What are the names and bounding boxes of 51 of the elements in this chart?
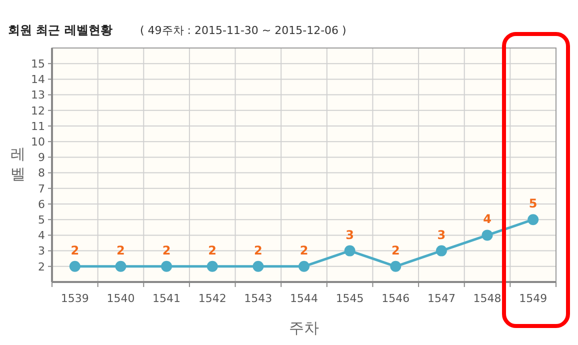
data-label: 2 bbox=[391, 243, 400, 258]
y-tick-label: 8 bbox=[38, 166, 45, 180]
y-tick-label: 14 bbox=[31, 73, 45, 86]
y-tick-label: 10 bbox=[31, 135, 45, 148]
y-tick-label: 3 bbox=[38, 244, 45, 258]
y-tick-label: 5 bbox=[38, 213, 45, 226]
x-tick-label: 1547 bbox=[427, 292, 456, 305]
y-tick-label: 11 bbox=[31, 120, 45, 133]
data-label: 2 bbox=[300, 243, 308, 258]
data-label: 3 bbox=[346, 228, 354, 242]
data-label: 3 bbox=[437, 228, 446, 242]
chart-subtitle: ( 49주차 : 2015-11-30 ~ 2015-12-06 ) bbox=[140, 24, 346, 37]
x-tick-label: 1539 bbox=[60, 292, 89, 305]
point bbox=[161, 260, 172, 272]
point bbox=[528, 214, 539, 226]
y-tick-label: 12 bbox=[31, 104, 45, 118]
x-tick-label: 1545 bbox=[336, 292, 364, 305]
x-tick-label: 1544 bbox=[290, 292, 318, 305]
data-label: 2 bbox=[116, 243, 125, 258]
data-label: 5 bbox=[528, 196, 538, 211]
y-tick-label: 9 bbox=[38, 151, 45, 164]
x-tick-label: 1548 bbox=[473, 292, 502, 305]
point bbox=[344, 245, 356, 256]
data-label: 2 bbox=[254, 243, 262, 258]
point bbox=[69, 260, 80, 272]
x-axis-title: 주차 bbox=[289, 319, 319, 337]
x-tick-label: 1546 bbox=[382, 292, 410, 305]
x-tick-label: 1543 bbox=[244, 292, 272, 305]
point bbox=[436, 245, 447, 256]
y-tick-label: 2 bbox=[38, 260, 45, 274]
chart-title: 회원 최근 레벨현황 bbox=[8, 23, 112, 37]
point bbox=[115, 260, 126, 272]
y-tick-label: 15 bbox=[31, 57, 45, 70]
point bbox=[206, 260, 218, 272]
x-tick-label: 1542 bbox=[198, 292, 226, 305]
data-label: 4 bbox=[483, 212, 492, 226]
y-tick-label: 7 bbox=[38, 182, 45, 196]
x-tick-label: 1549 bbox=[519, 292, 548, 305]
y-tick-label: 6 bbox=[38, 198, 45, 211]
point bbox=[298, 260, 310, 272]
data-label: 2 bbox=[162, 243, 171, 258]
point bbox=[390, 260, 402, 272]
point bbox=[482, 230, 493, 241]
x-tick-label: 1541 bbox=[152, 292, 181, 305]
data-label: 2 bbox=[208, 243, 217, 258]
x-tick-label: 1540 bbox=[106, 292, 135, 305]
data-label: 2 bbox=[70, 243, 80, 258]
y-tick-label: 4 bbox=[38, 229, 45, 242]
y-tick-label: 13 bbox=[31, 88, 45, 102]
point bbox=[252, 260, 264, 272]
y-axis-title: 레벨 bbox=[10, 145, 26, 183]
